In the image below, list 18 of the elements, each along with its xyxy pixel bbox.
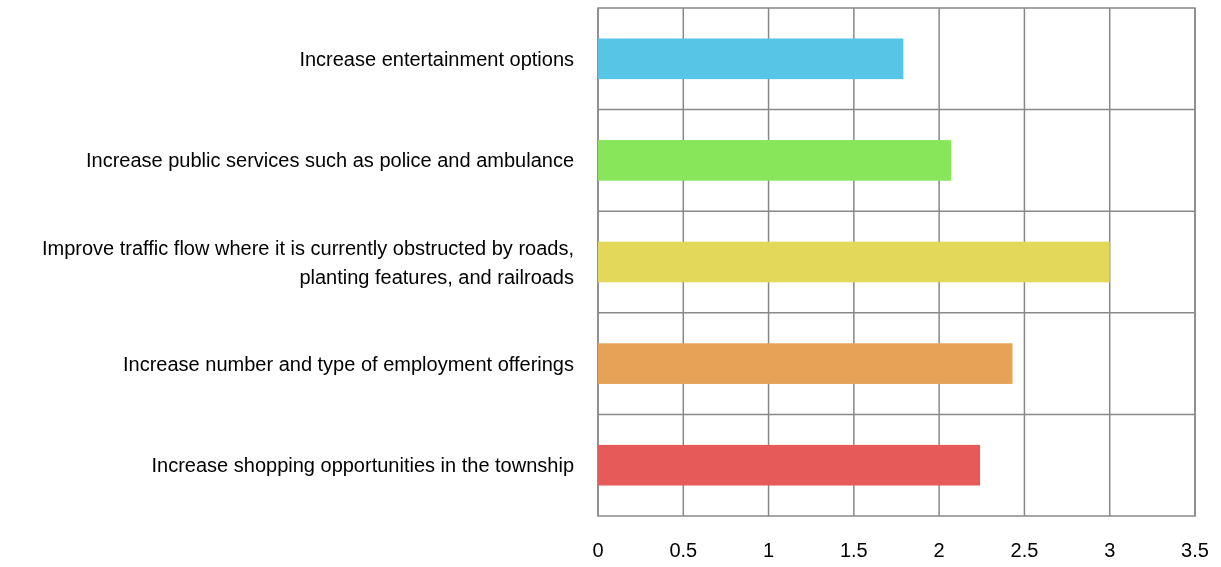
- y-tick-label: Increase public services such as police and ambulance: [85, 149, 574, 172]
- x-tick-label: 3.5: [1181, 539, 1209, 561]
- y-tick-label: Increase entertainment options: [299, 47, 574, 70]
- x-tick-label: 3: [1104, 539, 1116, 561]
- bar: [598, 343, 1013, 384]
- y-tick-label: Increase number and type of employment offerings: [123, 352, 574, 375]
- bar: [598, 140, 952, 181]
- x-tick-label: 0: [592, 539, 604, 561]
- y-tick-label: Improve traffic flow where it is currently obstructed by roads, planting features, and railroads: [41, 236, 574, 288]
- bar: [598, 38, 904, 80]
- bar: [598, 241, 1110, 283]
- x-tick-label: 2: [933, 539, 945, 561]
- bar: [598, 444, 981, 486]
- x-tick-label: 0.5: [669, 539, 698, 561]
- y-tick-label: Increase shopping opportunities in the township: [151, 454, 574, 477]
- x-tick-label: 1: [763, 539, 775, 561]
- x-tick-label: 1.5: [839, 539, 868, 561]
- x-tick-label: 2.5: [1010, 539, 1039, 561]
